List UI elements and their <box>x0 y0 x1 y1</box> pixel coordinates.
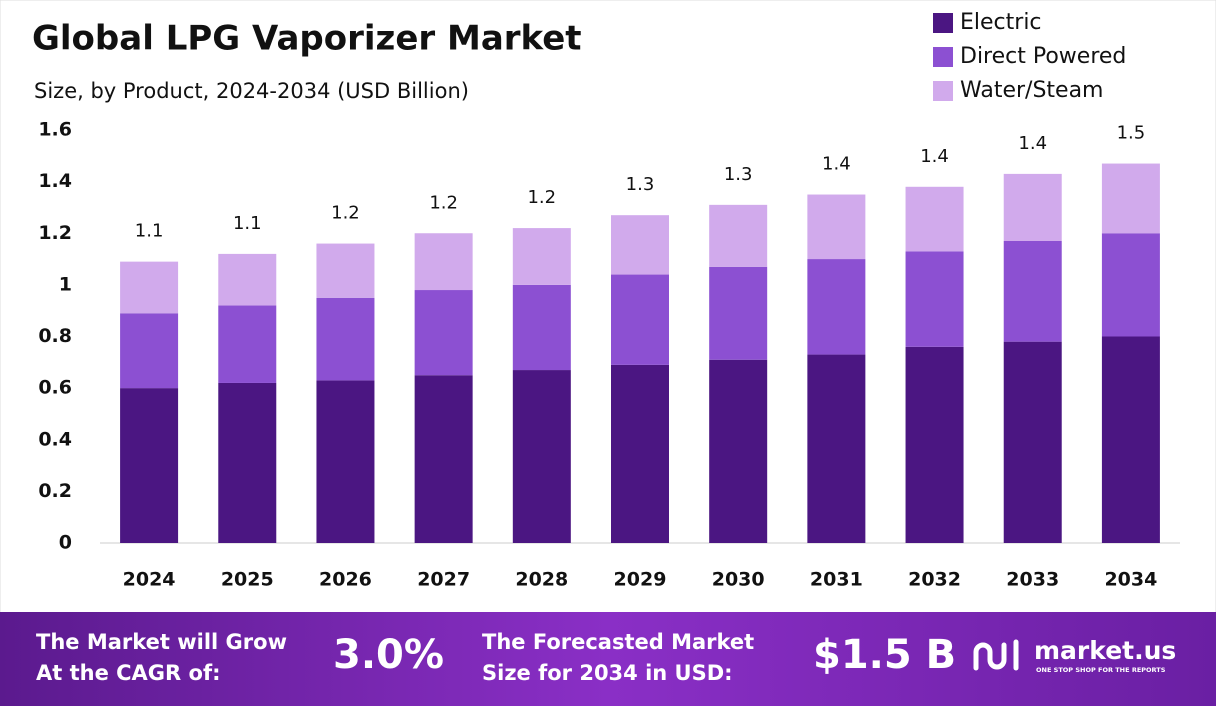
total-label: 1.1 <box>135 221 164 242</box>
total-label: 1.2 <box>429 192 458 213</box>
footer-band <box>0 612 1216 706</box>
y-tick-label: 0 <box>59 532 72 554</box>
chart-subtitle: Size, by Product, 2024-2034 (USD Billion… <box>34 79 469 103</box>
x-tick-label: 2029 <box>614 569 667 591</box>
bar-segment <box>709 359 768 543</box>
legend-label: Direct Powered <box>960 44 1126 69</box>
total-label: 1.5 <box>1117 123 1146 144</box>
x-tick-label: 2030 <box>712 569 765 591</box>
total-label: 1.4 <box>920 146 949 167</box>
legend-label: Electric <box>960 10 1042 35</box>
bar-segment <box>807 194 866 260</box>
x-tick-label: 2034 <box>1104 569 1157 591</box>
bar-segment <box>218 305 277 383</box>
bar-segment <box>905 346 964 543</box>
bar-segment <box>414 375 473 543</box>
bar-segment <box>218 382 277 543</box>
bar-segment <box>1003 240 1062 342</box>
x-tick-label: 2031 <box>810 569 863 591</box>
total-label: 1.3 <box>626 174 655 195</box>
total-label: 1.4 <box>1018 133 1047 154</box>
bar-segment <box>120 313 179 389</box>
total-label: 1.1 <box>233 213 262 234</box>
bar-segment <box>905 186 964 252</box>
total-label: 1.3 <box>724 164 753 185</box>
y-tick-label: 1.6 <box>38 119 72 141</box>
bar-segment <box>512 370 571 543</box>
legend-swatch <box>933 81 953 101</box>
bar-segment <box>414 233 473 291</box>
bar-segment <box>1003 173 1062 241</box>
bar-segment <box>316 297 375 381</box>
y-tick-label: 0.4 <box>38 428 72 450</box>
bar-segment <box>316 380 375 543</box>
cagr-label: At the CAGR of: <box>36 661 221 685</box>
bar-segment <box>1003 341 1062 543</box>
x-tick-label: 2024 <box>123 569 176 591</box>
legend-swatch <box>933 47 953 67</box>
bar-segment <box>611 215 669 275</box>
bar-segment <box>709 266 768 360</box>
bar-segment <box>414 290 473 376</box>
bar-segment <box>1101 233 1160 337</box>
bar-segment <box>611 364 669 543</box>
bar-segment <box>316 243 375 298</box>
y-tick-label: 0.2 <box>38 480 72 502</box>
total-label: 1.2 <box>331 203 360 224</box>
y-tick-label: 1.2 <box>38 222 72 244</box>
bar-segment <box>512 284 571 371</box>
bar-segment <box>611 274 669 365</box>
bar-segment <box>1101 163 1160 234</box>
forecast-label: The Forecasted Market <box>482 630 754 654</box>
tagline: ONE STOP SHOP FOR THE REPORTS <box>1036 666 1166 674</box>
legend-swatch <box>933 13 953 33</box>
bar-segment <box>218 253 277 306</box>
y-tick-label: 0.6 <box>38 377 72 399</box>
x-tick-label: 2032 <box>908 569 961 591</box>
bar-segment <box>512 228 571 285</box>
forecast-label: Size for 2034 in USD: <box>482 661 733 685</box>
bar-segment <box>120 388 179 543</box>
x-tick-label: 2025 <box>221 569 274 591</box>
bar-segment <box>807 259 866 355</box>
bar-segment <box>120 261 179 314</box>
total-label: 1.2 <box>527 187 556 208</box>
x-tick-label: 2028 <box>515 569 568 591</box>
brand-logo <box>973 639 1019 671</box>
brand: market.us <box>1034 636 1176 665</box>
bar-segment <box>709 204 768 267</box>
y-tick-label: 1.4 <box>38 170 72 192</box>
cagr-label: The Market will Grow <box>36 630 287 654</box>
x-tick-label: 2026 <box>319 569 372 591</box>
forecast-value: $1.5 B <box>813 632 956 678</box>
chart-title: Global LPG Vaporizer Market <box>32 19 582 59</box>
cagr-value: 3.0% <box>333 632 444 678</box>
y-tick-label: 0.8 <box>38 325 72 347</box>
legend: Electric Direct Powered Water/Steam <box>933 10 1126 103</box>
bar-segment <box>1101 336 1160 543</box>
bar-segment <box>905 251 964 347</box>
y-tick-label: 1 <box>59 273 72 295</box>
bar-segment <box>807 354 866 543</box>
x-tick-label: 2027 <box>417 569 470 591</box>
legend-label: Water/Steam <box>960 78 1103 103</box>
total-label: 1.4 <box>822 154 851 175</box>
x-tick-label: 2033 <box>1006 569 1059 591</box>
